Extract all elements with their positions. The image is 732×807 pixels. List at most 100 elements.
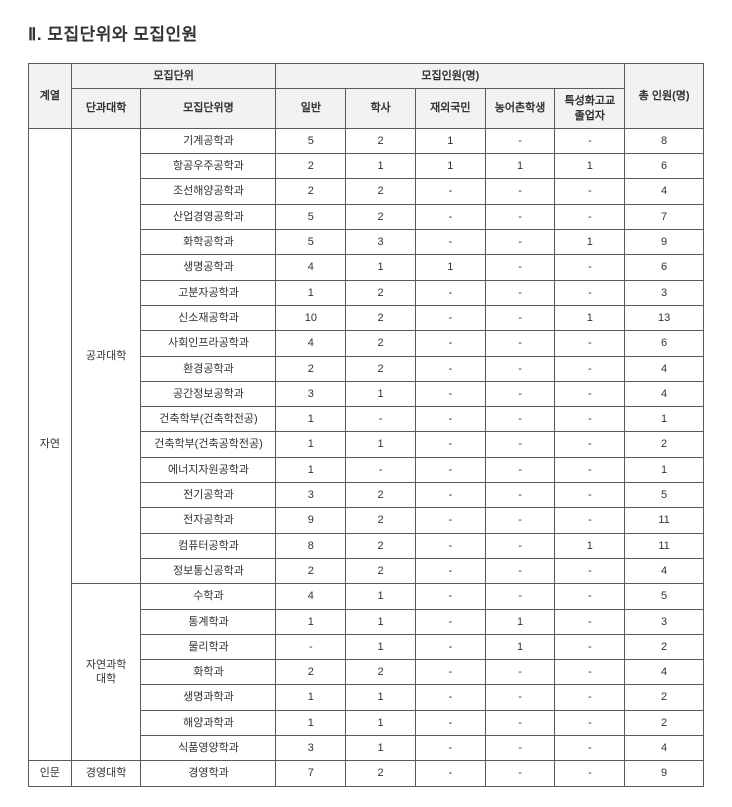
total-cell: 1 (625, 457, 704, 482)
total-cell: 9 (625, 761, 704, 786)
table-header: 계열 모집단위 모집인원(명) 총 인원(명) 단과대학 모집단위명 일반 학사… (29, 64, 704, 129)
bachelor-cell: 2 (346, 558, 416, 583)
total-cell: 11 (625, 533, 704, 558)
total-cell: 2 (625, 685, 704, 710)
dept-cell: 기계공학과 (141, 128, 276, 153)
dept-cell: 건축학부(건축학전공) (141, 407, 276, 432)
dept-cell: 조선해양공학과 (141, 179, 276, 204)
total-cell: 5 (625, 584, 704, 609)
total-cell: 4 (625, 381, 704, 406)
bachelor-cell: 1 (346, 584, 416, 609)
overseas-cell: - (415, 710, 485, 735)
general-cell: 2 (276, 558, 346, 583)
dept-cell: 통계학과 (141, 609, 276, 634)
rural-cell: - (485, 457, 555, 482)
special-cell: - (555, 204, 625, 229)
dept-cell: 전기공학과 (141, 483, 276, 508)
special-cell: - (555, 483, 625, 508)
bachelor-cell: 2 (346, 533, 416, 558)
bachelor-cell: 2 (346, 179, 416, 204)
th-college: 단과대학 (71, 89, 141, 129)
special-cell: - (555, 179, 625, 204)
bachelor-cell: 1 (346, 154, 416, 179)
table-body: 자연공과대학기계공학과521--8항공우주공학과211116조선해양공학과22-… (29, 128, 704, 786)
bachelor-cell: 2 (346, 508, 416, 533)
dept-cell: 사회인프라공학과 (141, 331, 276, 356)
special-cell: - (555, 128, 625, 153)
rural-cell: - (485, 356, 555, 381)
total-cell: 2 (625, 634, 704, 659)
table-row: 자연과학 대학수학과41---5 (29, 584, 704, 609)
overseas-cell: 1 (415, 154, 485, 179)
rural-cell: - (485, 533, 555, 558)
rural-cell: 1 (485, 609, 555, 634)
general-cell: 2 (276, 660, 346, 685)
total-cell: 4 (625, 179, 704, 204)
bachelor-cell: 2 (346, 128, 416, 153)
bachelor-cell: - (346, 407, 416, 432)
general-cell: 3 (276, 381, 346, 406)
bachelor-cell: 2 (346, 280, 416, 305)
bachelor-cell: 1 (346, 255, 416, 280)
dept-cell: 해양과학과 (141, 710, 276, 735)
general-cell: 10 (276, 305, 346, 330)
overseas-cell: - (415, 685, 485, 710)
rural-cell: - (485, 407, 555, 432)
general-cell: 1 (276, 710, 346, 735)
special-cell: - (555, 331, 625, 356)
th-bachelor: 학사 (346, 89, 416, 129)
special-cell: - (555, 508, 625, 533)
special-cell: 1 (555, 230, 625, 255)
bachelor-cell: 1 (346, 736, 416, 761)
rural-cell: - (485, 558, 555, 583)
dept-cell: 화학공학과 (141, 230, 276, 255)
overseas-cell: - (415, 584, 485, 609)
general-cell: 5 (276, 204, 346, 229)
rural-cell: - (485, 305, 555, 330)
special-cell: - (555, 280, 625, 305)
bachelor-cell: 2 (346, 761, 416, 786)
overseas-cell: - (415, 558, 485, 583)
bachelor-cell: 2 (346, 660, 416, 685)
special-cell: 1 (555, 154, 625, 179)
special-cell: - (555, 736, 625, 761)
general-cell: 3 (276, 483, 346, 508)
total-cell: 2 (625, 710, 704, 735)
special-cell: - (555, 584, 625, 609)
general-cell: 1 (276, 432, 346, 457)
general-cell: 2 (276, 154, 346, 179)
dept-cell: 물리학과 (141, 634, 276, 659)
admissions-table: 계열 모집단위 모집인원(명) 총 인원(명) 단과대학 모집단위명 일반 학사… (28, 63, 704, 787)
rural-cell: - (485, 255, 555, 280)
th-unit-group: 모집단위 (71, 64, 276, 89)
total-cell: 2 (625, 432, 704, 457)
bachelor-cell: 1 (346, 634, 416, 659)
general-cell: 4 (276, 584, 346, 609)
th-overseas: 재외국민 (415, 89, 485, 129)
total-cell: 1 (625, 407, 704, 432)
th-special: 특성화고교 졸업자 (555, 89, 625, 129)
overseas-cell: - (415, 736, 485, 761)
total-cell: 6 (625, 154, 704, 179)
overseas-cell: - (415, 634, 485, 659)
overseas-cell: - (415, 331, 485, 356)
special-cell: 1 (555, 305, 625, 330)
general-cell: 1 (276, 457, 346, 482)
special-cell: - (555, 761, 625, 786)
general-cell: 9 (276, 508, 346, 533)
special-cell: - (555, 609, 625, 634)
general-cell: 2 (276, 179, 346, 204)
overseas-cell: - (415, 457, 485, 482)
general-cell: 5 (276, 128, 346, 153)
bachelor-cell: 2 (346, 331, 416, 356)
general-cell: 2 (276, 356, 346, 381)
overseas-cell: - (415, 305, 485, 330)
special-cell: - (555, 432, 625, 457)
overseas-cell: - (415, 660, 485, 685)
general-cell: 5 (276, 230, 346, 255)
dept-cell: 산업경영공학과 (141, 204, 276, 229)
total-cell: 8 (625, 128, 704, 153)
general-cell: 1 (276, 609, 346, 634)
overseas-cell: - (415, 407, 485, 432)
bachelor-cell: 1 (346, 432, 416, 457)
